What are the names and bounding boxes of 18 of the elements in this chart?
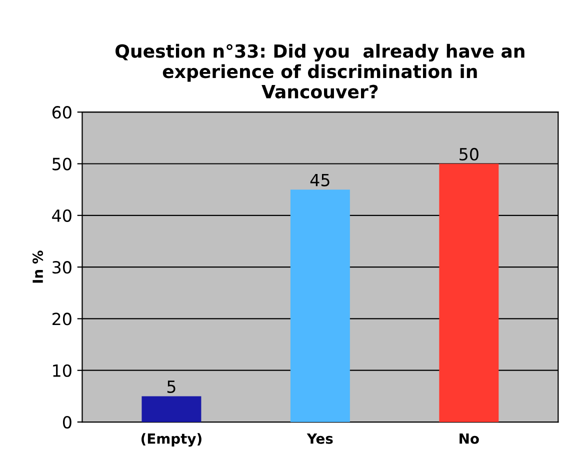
y-tick-label: 50: [52, 158, 72, 170]
data-label: 45: [310, 174, 330, 186]
y-tick-label: 40: [52, 209, 72, 222]
y-tick-label: 20: [52, 312, 72, 326]
bar: [439, 164, 499, 422]
bar: [290, 190, 350, 422]
x-tick-label: No: [460, 434, 479, 444]
y-tick-label: 30: [52, 261, 72, 274]
y-tick-label: 0: [62, 416, 72, 429]
data-label: 50: [460, 148, 478, 161]
y-tick-label: 60: [52, 106, 72, 119]
y-axis-title: In %: [32, 250, 44, 283]
bar: [142, 396, 202, 422]
data-label: 5: [167, 380, 176, 393]
x-tick-label: (Empty): [142, 433, 202, 447]
x-tick-label: Yes: [306, 434, 333, 444]
chart-title: Question n°33: Did you already have an experience of discrimination in Vancouver?: [116, 44, 524, 98]
y-tick-label: 10: [53, 364, 72, 377]
